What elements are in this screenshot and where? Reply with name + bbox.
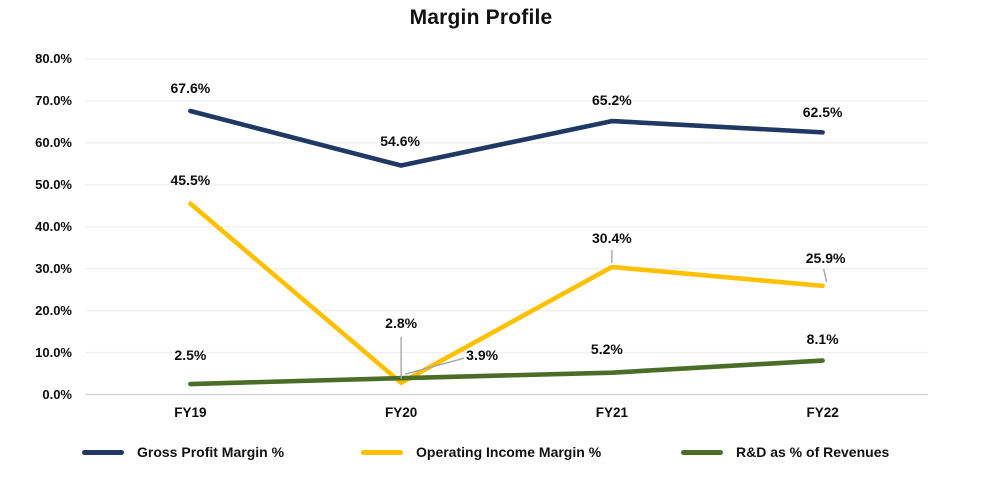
x-axis-label: FY19 (174, 405, 207, 420)
y-axis-tick: 30.0% (35, 260, 72, 276)
legend-marker-operating-income-margin (361, 449, 403, 455)
label-leader-line (822, 268, 828, 283)
legend-label-rd-as-pct-of-revenues: R&D as % of Revenues (736, 444, 890, 460)
label-leader-line (404, 357, 465, 375)
y-axis-tick: 80.0% (35, 51, 72, 66)
x-axis-label: FY22 (806, 405, 839, 420)
legend-label-operating-income-margin: Operating Income Margin % (416, 444, 602, 460)
y-axis-tick: 50.0% (35, 176, 72, 192)
data-label-rd-as-pct-of-revenues: 5.2% (590, 340, 623, 357)
y-axis-tick: 20.0% (35, 302, 72, 318)
data-label-gross-profit-margin: 54.6% (380, 132, 420, 149)
y-axis-tick: 0.0% (42, 386, 72, 402)
data-label-rd-as-pct-of-revenues: 3.9% (466, 347, 499, 364)
x-axis-label: FY21 (595, 405, 629, 420)
data-label-operating-income-margin: 30.4% (592, 230, 632, 246)
data-label-operating-income-margin: 25.9% (805, 249, 846, 266)
data-label-gross-profit-margin: 62.5% (802, 104, 843, 121)
x-axis-label: FY20 (384, 405, 418, 420)
series-line-rd-as-pct-of-revenues (188, 358, 825, 387)
legend-label-gross-profit-margin: Gross Profit Margin % (137, 444, 285, 460)
chart-title: Margin Profile (409, 6, 553, 29)
data-label-operating-income-margin: 2.8% (385, 314, 418, 331)
y-axis-tick: 70.0% (35, 92, 72, 108)
legend-item-operating-income-margin: Operating Income Margin % (361, 443, 601, 461)
data-label-rd-as-pct-of-revenues: 2.5% (174, 347, 207, 364)
legend-item-rd-as-pct-of-revenues: R&D as % of Revenues (681, 443, 889, 461)
legend: Gross Profit Margin % Operating Income Ma… (0, 443, 989, 463)
data-label-gross-profit-margin: 67.6% (170, 80, 211, 96)
data-label-rd-as-pct-of-revenues: 8.1% (806, 330, 839, 347)
legend-item-gross-profit-margin: Gross Profit Margin % (82, 443, 284, 461)
legend-marker-gross-profit-margin (82, 449, 124, 455)
series-line-operating-income-margin (188, 201, 825, 386)
y-axis-tick: 40.0% (35, 218, 72, 234)
y-axis-tick: 10.0% (35, 344, 72, 360)
y-axis-tick: 60.0% (35, 134, 72, 150)
data-label-gross-profit-margin: 65.2% (592, 92, 632, 109)
series-line-gross-profit-margin (188, 108, 825, 168)
legend-marker-rd-as-pct-of-revenues (681, 449, 723, 455)
data-label-operating-income-margin: 45.5% (170, 171, 211, 188)
